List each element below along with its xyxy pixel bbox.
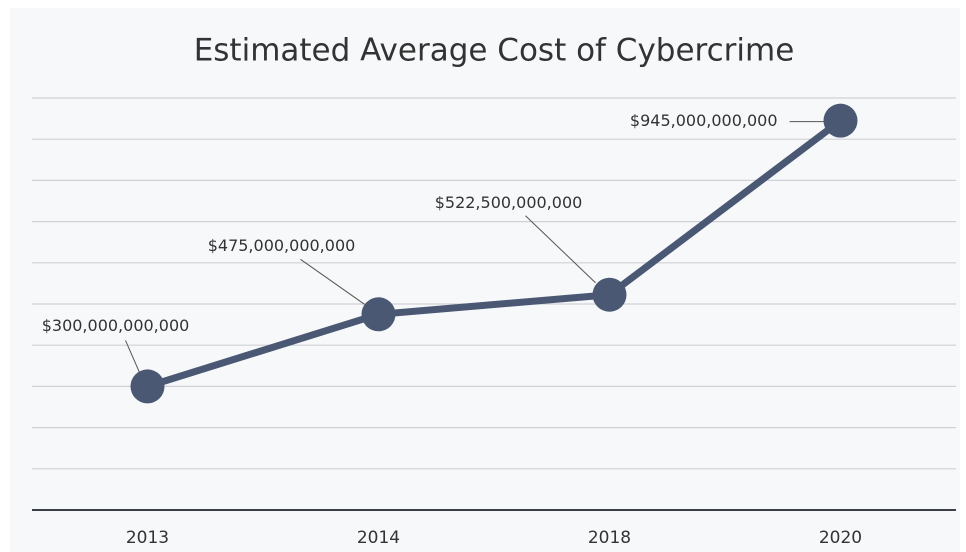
marker bbox=[130, 369, 165, 404]
marker bbox=[361, 297, 396, 332]
leader-line bbox=[525, 215, 596, 284]
x-tick-label: 2014 bbox=[357, 528, 400, 548]
data-label: $300,000,000,000 bbox=[42, 316, 190, 335]
leader-line bbox=[125, 340, 140, 373]
line bbox=[146, 117, 843, 390]
data-label: $945,000,000,000 bbox=[630, 111, 778, 130]
x-tick-label: 2020 bbox=[819, 528, 862, 548]
data-label: $522,500,000,000 bbox=[435, 193, 583, 212]
chart-title: Estimated Average Cost of Cybercrime bbox=[194, 33, 795, 69]
chart-background bbox=[10, 8, 960, 552]
marker bbox=[592, 277, 627, 312]
leader-line bbox=[300, 258, 365, 305]
data-label: $475,000,000,000 bbox=[208, 236, 356, 255]
marker bbox=[823, 103, 858, 138]
x-tick-label: 2013 bbox=[126, 528, 169, 548]
x-tick-label: 2018 bbox=[588, 528, 631, 548]
